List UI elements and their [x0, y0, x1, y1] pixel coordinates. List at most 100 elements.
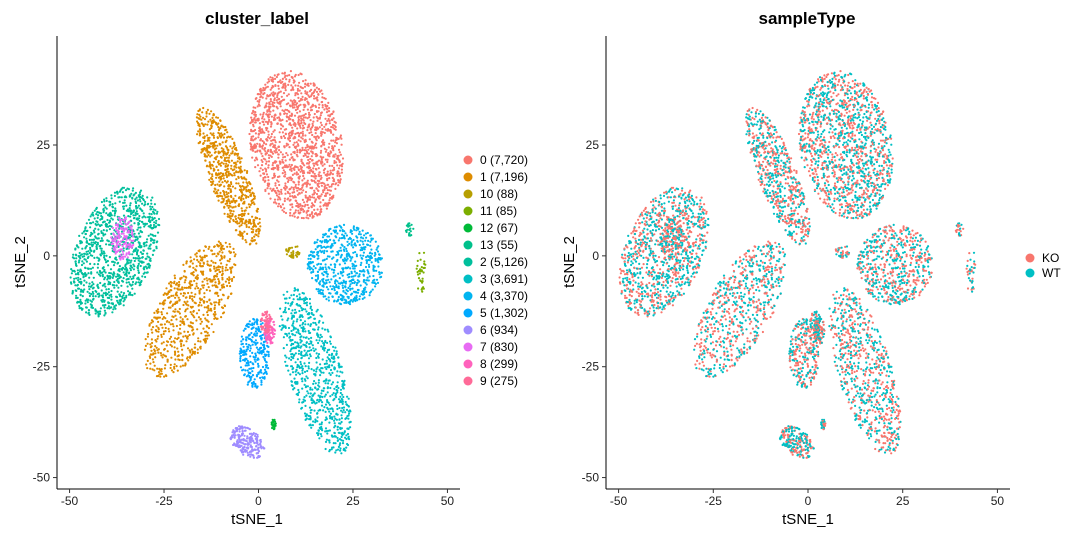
data-point [378, 253, 381, 256]
data-point [230, 200, 233, 204]
data-point [334, 263, 337, 266]
data-point [154, 316, 157, 319]
data-point [374, 240, 377, 243]
data-point [223, 205, 226, 208]
data-point [197, 316, 201, 319]
data-point [291, 333, 295, 336]
data-point [207, 146, 210, 149]
data-point [328, 199, 331, 202]
data-point [185, 357, 189, 360]
data-point [287, 179, 290, 182]
data-point [238, 222, 241, 225]
data-point [258, 98, 261, 101]
data-point [229, 212, 232, 215]
data-point [296, 298, 299, 301]
data-point [275, 75, 278, 79]
data-point [95, 220, 98, 223]
data-point [333, 349, 336, 352]
data-point [135, 207, 138, 210]
data-point [319, 174, 323, 177]
data-point [341, 258, 345, 261]
data-point [81, 247, 84, 250]
data-point [332, 345, 335, 348]
data-point [308, 123, 311, 126]
data-point [272, 201, 276, 204]
data-point [168, 337, 171, 340]
data-point [206, 311, 209, 314]
data-point [108, 224, 111, 227]
data-point [338, 406, 341, 410]
data-point [272, 144, 276, 147]
data-point [258, 122, 261, 125]
data-point [206, 108, 209, 111]
data-point [303, 362, 306, 365]
data-point [283, 76, 286, 79]
data-point [296, 127, 299, 130]
data-point [110, 194, 113, 197]
data-point [223, 150, 226, 153]
data-point [315, 241, 318, 244]
data-point [75, 264, 78, 267]
data-point [127, 215, 130, 218]
data-point [311, 388, 314, 391]
data-point [225, 139, 228, 142]
data-point [263, 180, 266, 183]
data-point [201, 284, 204, 287]
data-point [317, 326, 320, 329]
data-point [228, 200, 231, 203]
data-point [337, 148, 341, 151]
data-point [333, 432, 336, 435]
data-point [295, 102, 299, 105]
data-point [339, 449, 342, 452]
data-point [183, 281, 186, 284]
data-point [141, 216, 144, 219]
data-point [197, 287, 200, 290]
data-point [205, 254, 208, 257]
data-point [179, 277, 182, 280]
data-point [311, 179, 314, 182]
data-point [298, 192, 301, 195]
data-point [226, 159, 230, 162]
data-point [235, 166, 238, 169]
data-point [230, 195, 233, 199]
data-point [316, 238, 319, 241]
data-point [321, 104, 324, 107]
data-point [260, 164, 264, 167]
data-point [306, 203, 309, 207]
data-point [307, 125, 311, 128]
data-point [200, 256, 203, 259]
data-point [170, 294, 173, 297]
data-point [254, 132, 257, 135]
data-point [334, 125, 337, 129]
data-point [321, 127, 324, 131]
data-point [181, 353, 184, 356]
data-point [203, 256, 206, 259]
data-point [110, 293, 113, 296]
data-point [143, 266, 146, 269]
data-point [209, 142, 212, 145]
data-point [147, 202, 150, 205]
data-point [301, 204, 304, 208]
data-point [164, 326, 167, 330]
data-point [236, 154, 239, 157]
data-point [222, 154, 225, 157]
data-point [301, 146, 304, 149]
data-point [211, 178, 214, 181]
data-point [328, 267, 331, 270]
data-point [181, 348, 184, 351]
data-point [304, 365, 307, 368]
data-point [188, 296, 191, 300]
data-point [101, 296, 105, 299]
data-point [150, 338, 153, 341]
data-point [321, 106, 324, 109]
data-point [176, 369, 179, 372]
data-point [338, 375, 341, 378]
data-point [199, 318, 202, 321]
data-point [338, 151, 341, 154]
data-point [218, 281, 221, 284]
data-point [318, 116, 322, 119]
data-point [151, 326, 155, 329]
data-point [325, 272, 328, 275]
data-point [199, 270, 203, 273]
data-point [99, 281, 102, 285]
